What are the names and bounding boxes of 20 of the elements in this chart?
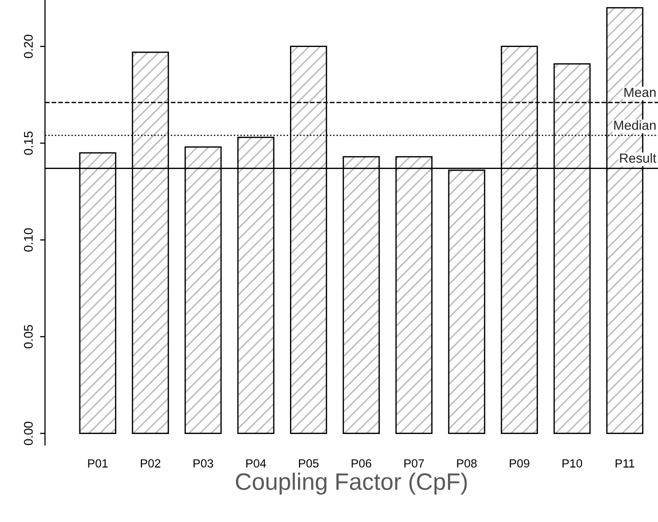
ref-line-label: Result [620, 153, 656, 163]
x-tick-label: P11 [616, 459, 634, 468]
x-tick-label: P03 [194, 459, 214, 468]
y-tick-label: 0.00 [24, 422, 33, 446]
x-tick-label: P08 [457, 459, 477, 468]
x-tick-label: P04 [246, 459, 266, 468]
x-tick-label: P10 [562, 459, 582, 468]
ref-line-label: Mean [624, 88, 656, 98]
x-tick-label: P01 [88, 459, 108, 468]
y-tick-label: 0.20 [24, 34, 33, 58]
y-tick-label: 0.15 [24, 132, 33, 155]
x-tick-label: P05 [299, 459, 319, 468]
y-tick-label: 0.10 [24, 228, 33, 252]
x-tick-label: P07 [404, 459, 424, 468]
x-axis-title: Coupling Factor (CpF) [236, 472, 467, 495]
x-tick-label: P02 [140, 459, 160, 468]
x-tick-label: P09 [510, 459, 530, 468]
x-tick-label: P06 [352, 459, 372, 468]
ref-line-label: Median [614, 120, 656, 130]
y-tick-label: 0.05 [24, 325, 33, 348]
